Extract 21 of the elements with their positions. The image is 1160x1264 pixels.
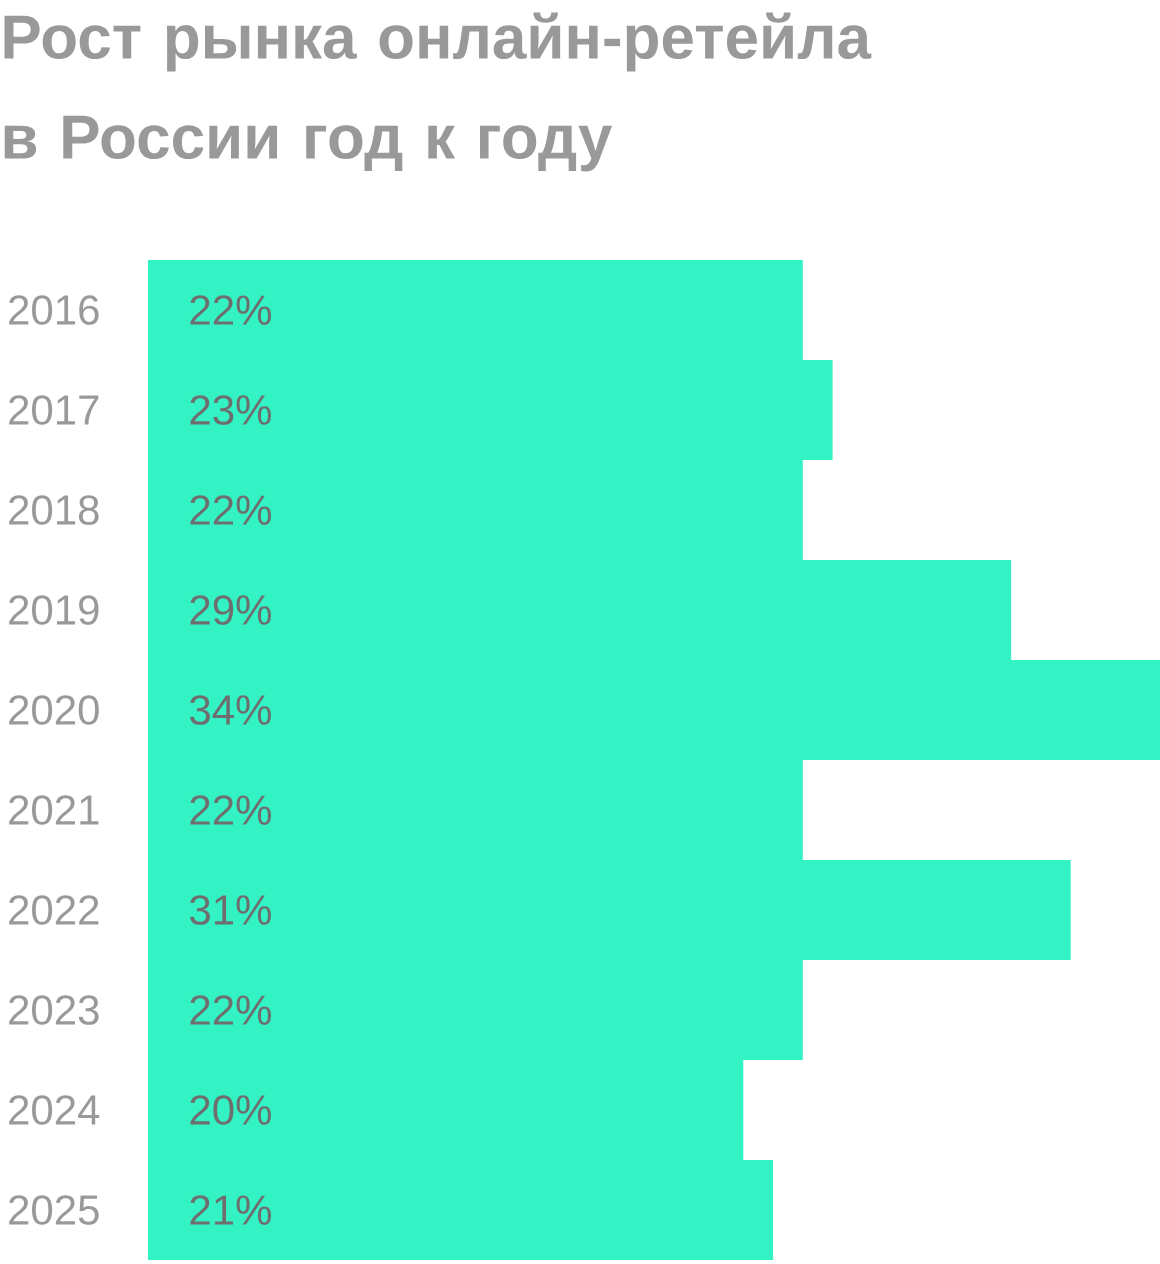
y-tick-label: 2020 [9, 695, 99, 725]
chart-title: Рост рынка онлайн-ретейла в России год к году [4, 12, 872, 172]
y-tick-label: 2018 [9, 495, 99, 525]
data-label: 29% [190, 595, 271, 625]
data-label: 21% [190, 1195, 271, 1225]
data-label: 22% [190, 295, 271, 325]
data-label: 22% [190, 495, 271, 525]
y-tick-label: 2025 [9, 1195, 99, 1225]
y-tick-label: 2022 [9, 895, 99, 925]
y-tick-label: 2023 [9, 995, 99, 1025]
data-label: 31% [190, 895, 271, 925]
y-tick-label: 2021 [9, 795, 99, 825]
y-tick-label: 2019 [9, 595, 99, 625]
y-tick-label: 2016 [9, 295, 99, 325]
data-label: 22% [190, 995, 271, 1025]
data-label: 22% [190, 795, 271, 825]
data-label: 20% [190, 1095, 271, 1125]
y-tick-label: 2017 [9, 395, 99, 425]
data-label: 23% [190, 395, 271, 425]
data-label: 34% [190, 695, 271, 725]
y-tick-label: 2024 [9, 1095, 100, 1125]
